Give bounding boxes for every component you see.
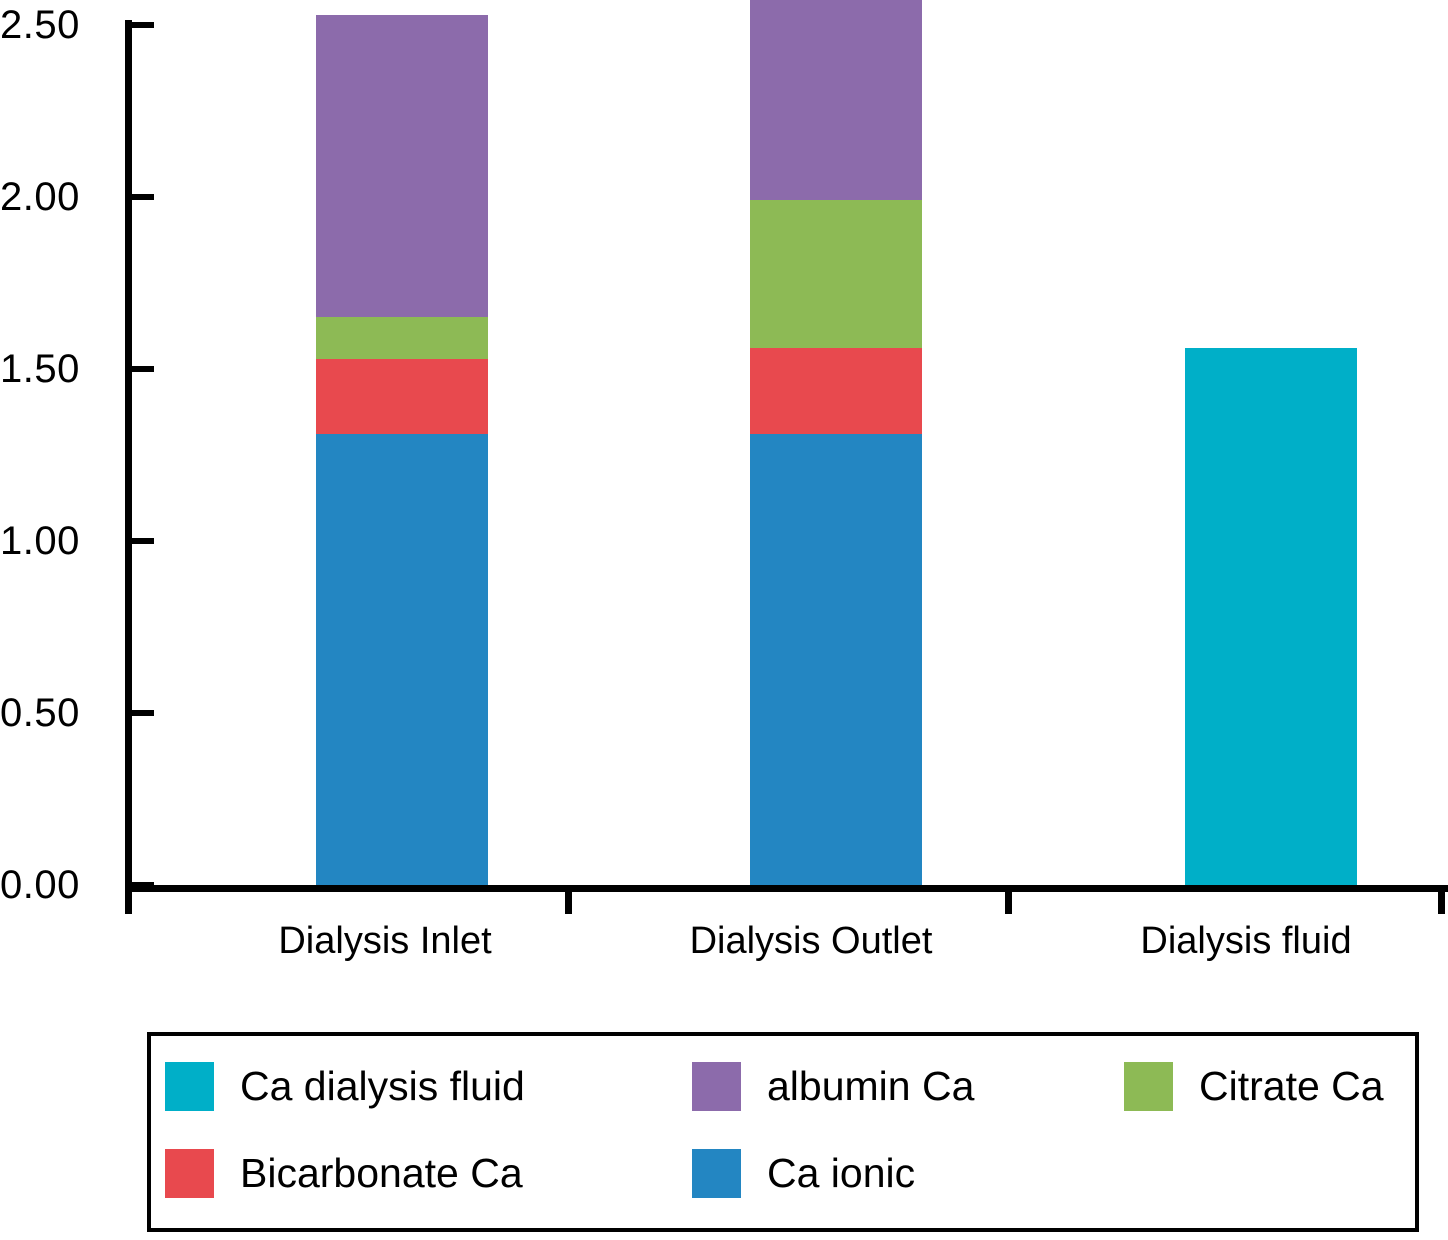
y-tick-label: 1.50	[0, 347, 80, 391]
legend: Ca dialysis fluid albumin Ca Citrate Ca Bic…	[147, 1032, 1419, 1232]
x-category-label-dialysis-outlet: Dialysis Outlet	[689, 920, 933, 962]
bar-segment-dialysis-inlet-bicarbonate-ca	[316, 358, 488, 435]
legend-swatch-albumin-ca	[692, 1062, 741, 1111]
legend-entry-citrate-ca: Citrate Ca	[1124, 1062, 1401, 1111]
bar-segment-dialysis-fluid-ca-dialysis-fluid	[1185, 348, 1357, 885]
y-axis-line	[125, 20, 132, 892]
legend-entry-ca-ionic: Ca ionic	[692, 1149, 1124, 1198]
legend-swatch-bicarbonate-ca	[165, 1149, 214, 1198]
legend-entry-albumin-ca: albumin Ca	[692, 1062, 1124, 1111]
legend-label: Ca ionic	[767, 1150, 916, 1196]
plot-area	[316, 0, 1357, 885]
y-tick-label: 0.50	[0, 691, 80, 735]
legend-swatch-ca-ionic	[692, 1149, 741, 1198]
y-tick-mark	[132, 194, 154, 200]
legend-label: Ca dialysis fluid	[240, 1063, 525, 1109]
y-tick-mark	[132, 366, 154, 372]
x-tick-mark	[1438, 892, 1445, 914]
legend-label: Bicarbonate Ca	[240, 1150, 523, 1196]
bar-segment-dialysis-outlet-citrate-ca	[750, 200, 922, 349]
legend-swatch-ca-dialysis-fluid	[165, 1062, 214, 1111]
y-tick-mark	[132, 22, 154, 28]
bar-segment-dialysis-inlet-ca-ionic	[316, 434, 488, 885]
legend-label: Citrate Ca	[1199, 1063, 1384, 1109]
bar-segment-dialysis-outlet-ca-ionic	[750, 434, 922, 885]
x-tick-mark	[125, 892, 132, 914]
legend-entry-ca-dialysis-fluid: Ca dialysis fluid	[165, 1062, 692, 1111]
legend-entry-bicarbonate-ca: Bicarbonate Ca	[165, 1149, 692, 1198]
y-tick-label: 2.00	[0, 175, 80, 219]
bar-segment-dialysis-outlet-bicarbonate-ca	[750, 348, 922, 435]
legend-swatch-citrate-ca	[1124, 1062, 1173, 1111]
y-tick-label: 1.00	[0, 519, 80, 563]
bar-segment-dialysis-inlet-citrate-ca	[316, 317, 488, 359]
x-axis-line	[125, 885, 1448, 892]
y-tick-label: 0.00	[0, 863, 80, 907]
bar-segment-dialysis-outlet-albumin-ca	[750, 0, 922, 201]
y-tick-label: 2.50	[0, 3, 80, 47]
bar-segment-dialysis-inlet-albumin-ca	[316, 14, 488, 318]
y-tick-mark	[132, 882, 154, 888]
x-category-label-dialysis-inlet: Dialysis Inlet	[278, 920, 492, 962]
legend-label: albumin Ca	[767, 1063, 975, 1109]
x-tick-mark	[1005, 892, 1012, 914]
x-tick-mark	[565, 892, 572, 914]
x-category-label-dialysis-fluid: Dialysis fluid	[1140, 920, 1352, 962]
y-tick-mark	[132, 710, 154, 716]
y-tick-mark	[132, 538, 154, 544]
